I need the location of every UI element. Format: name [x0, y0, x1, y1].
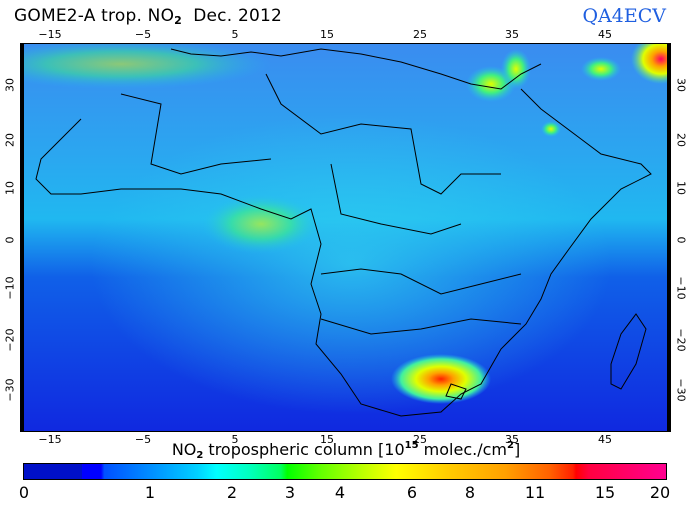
- colorbar-tick: 20: [649, 483, 671, 502]
- y-tick: −20: [3, 328, 17, 352]
- colorbar-tick: 8: [464, 483, 476, 502]
- frame-edge: [20, 43, 24, 432]
- x-tick: 45: [598, 433, 612, 446]
- colorbar-tick: 11: [524, 483, 546, 502]
- y-axis-right: 30 20 10 0 −10 −20 −30: [673, 0, 689, 507]
- y-tick: 30: [3, 78, 17, 92]
- y-tick: −10: [3, 276, 17, 300]
- y-tick: −30: [3, 378, 17, 402]
- y-tick: 10: [674, 181, 688, 195]
- x-tick: 25: [413, 28, 427, 41]
- y-tick: −20: [674, 328, 688, 352]
- map-title: GOME2-A trop. NO2 Dec. 2012: [14, 6, 283, 27]
- colorbar-tick: 6: [406, 483, 418, 502]
- colorbar-tick: 0: [18, 483, 30, 502]
- x-tick: −5: [134, 28, 152, 41]
- y-tick: 10: [3, 181, 17, 195]
- colorbar-label: NO2 tropospheric column [1015 molec./cm2…: [171, 440, 521, 461]
- y-tick: 0: [3, 236, 17, 244]
- colorbar-tick: 2: [226, 483, 238, 502]
- brand-logo: QA4ECV: [582, 5, 666, 27]
- map-image: [21, 44, 669, 431]
- x-axis-bottom: −15 −5 5 15 25 35 45: [0, 433, 692, 447]
- colorbar: [23, 463, 667, 480]
- colorbar-tick: 1: [144, 483, 156, 502]
- x-tick: 35: [505, 433, 519, 446]
- x-tick: 15: [320, 433, 334, 446]
- x-tick: 5: [231, 433, 239, 446]
- x-tick: 35: [505, 28, 519, 41]
- x-tick: 45: [598, 28, 612, 41]
- colorbar-tick: 3: [284, 483, 296, 502]
- y-tick: −10: [674, 276, 688, 300]
- y-tick: 30: [674, 78, 688, 92]
- frame-edge: [667, 43, 671, 432]
- y-tick: −30: [674, 378, 688, 402]
- colorbar-tick: 15: [594, 483, 616, 502]
- y-tick: 20: [674, 133, 688, 147]
- y-tick: 20: [3, 133, 17, 147]
- x-tick: −15: [38, 433, 62, 446]
- x-tick: −5: [134, 433, 152, 446]
- y-axis-left: 30 20 10 0 −10 −20 −30: [2, 0, 18, 507]
- x-tick: 15: [320, 28, 334, 41]
- colorbar-ticks: 0 1 2 3 4 6 8 11 15 20: [0, 483, 692, 503]
- x-tick: 25: [413, 433, 427, 446]
- x-tick: 5: [231, 28, 239, 41]
- x-axis-top: −15 −5 5 15 25 35 45: [0, 28, 692, 42]
- x-tick: −15: [38, 28, 62, 41]
- y-tick: 0: [674, 236, 688, 244]
- no2-map: [20, 43, 670, 432]
- colorbar-tick: 4: [334, 483, 346, 502]
